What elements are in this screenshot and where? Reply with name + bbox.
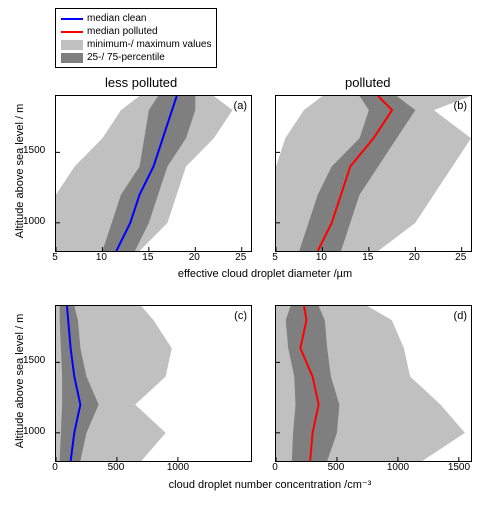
panel-b: (b) xyxy=(275,95,472,252)
legend-item: median clean xyxy=(61,12,211,25)
x-tick-label: 1000 xyxy=(387,462,407,473)
legend-label: median polluted xyxy=(87,25,158,38)
legend-label: median clean xyxy=(87,12,146,25)
panel-label-b: (b) xyxy=(454,100,467,112)
legend-label: 25-/ 75-percentile xyxy=(87,51,165,64)
x-tick-label: 20 xyxy=(404,252,424,263)
x-axis-label-bottom: cloud droplet number concentration /cm⁻³ xyxy=(145,478,395,491)
x-tick-label: 15 xyxy=(138,252,158,263)
y-tick-label: 1000 xyxy=(23,426,45,437)
column-title-left: less polluted xyxy=(105,75,177,90)
x-tick-label: 15 xyxy=(358,252,378,263)
y-tick-label: 1000 xyxy=(23,216,45,227)
x-tick-label: 25 xyxy=(231,252,251,263)
panel-d: (d) xyxy=(275,305,472,462)
legend-item: 25-/ 75-percentile xyxy=(61,51,211,64)
column-title-right: polluted xyxy=(345,75,391,90)
legend-item: minimum-/ maximum values xyxy=(61,38,211,51)
x-tick-label: 0 xyxy=(265,462,285,473)
x-tick-label: 500 xyxy=(326,462,346,473)
panel-label-c: (c) xyxy=(234,310,247,322)
legend-swatch xyxy=(61,53,83,63)
x-tick-label: 500 xyxy=(106,462,126,473)
y-tick-label: 1500 xyxy=(23,355,45,366)
x-tick-label: 10 xyxy=(311,252,331,263)
legend-box: median cleanmedian pollutedminimum-/ max… xyxy=(55,8,217,68)
x-tick-label: 10 xyxy=(91,252,111,263)
panel-c: (c) xyxy=(55,305,252,462)
y-tick-label: 1500 xyxy=(23,145,45,156)
panel-a: (a) xyxy=(55,95,252,252)
legend-item: median polluted xyxy=(61,25,211,38)
x-tick-label: 5 xyxy=(45,252,65,263)
x-axis-label-top: effective cloud droplet diameter /µm xyxy=(165,268,365,280)
panel-label-a: (a) xyxy=(234,100,247,112)
x-tick-label: 0 xyxy=(45,462,65,473)
x-tick-label: 1500 xyxy=(448,462,468,473)
y-axis-label-bottom: Altitude above sea level / m xyxy=(14,301,26,461)
legend-swatch xyxy=(61,18,83,20)
x-tick-label: 25 xyxy=(451,252,471,263)
x-tick-label: 1000 xyxy=(167,462,187,473)
x-tick-label: 20 xyxy=(184,252,204,263)
x-tick-label: 5 xyxy=(265,252,285,263)
y-axis-label-top: Altitude above sea level / m xyxy=(14,91,26,251)
legend-swatch xyxy=(61,31,83,33)
legend-label: minimum-/ maximum values xyxy=(87,38,211,51)
panel-label-d: (d) xyxy=(454,310,467,322)
legend-swatch xyxy=(61,40,83,50)
